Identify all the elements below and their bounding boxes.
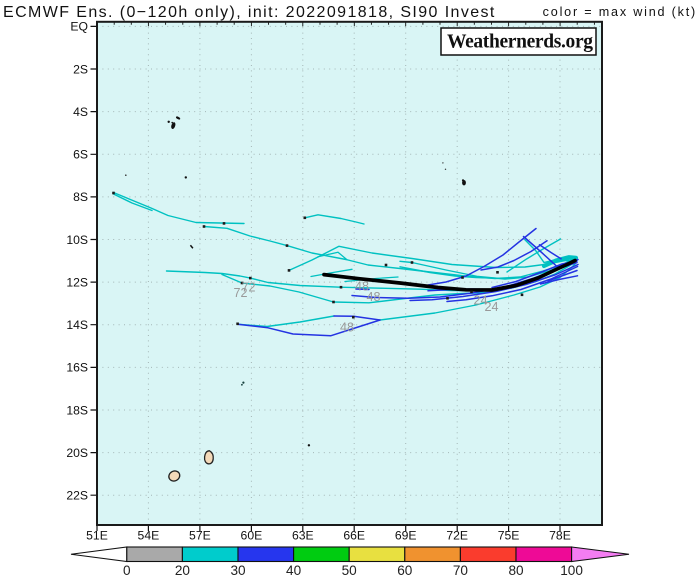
svg-text:48: 48 — [355, 280, 369, 294]
svg-text:14S: 14S — [66, 318, 88, 332]
svg-text:70: 70 — [453, 563, 469, 578]
svg-text:48: 48 — [340, 321, 354, 335]
svg-text:30: 30 — [230, 563, 246, 578]
svg-text:63E: 63E — [292, 529, 314, 543]
svg-text:Weathernerds.org: Weathernerds.org — [447, 32, 593, 53]
svg-text:20S: 20S — [66, 446, 88, 460]
svg-text:18S: 18S — [66, 403, 88, 417]
svg-text:16S: 16S — [66, 361, 88, 375]
svg-text:10S: 10S — [66, 233, 88, 247]
svg-text:72: 72 — [241, 281, 255, 295]
svg-text:78E: 78E — [549, 529, 571, 543]
svg-text:51E: 51E — [86, 529, 108, 543]
svg-text:57E: 57E — [189, 529, 211, 543]
svg-text:72: 72 — [233, 286, 247, 300]
svg-text:ECMWF Ens. (0−120h only), init: ECMWF Ens. (0−120h only), init: 20220918… — [3, 4, 496, 21]
svg-text:color = max wind (kt): color = max wind (kt) — [543, 5, 697, 19]
svg-text:8S: 8S — [73, 190, 88, 204]
svg-text:100: 100 — [560, 563, 583, 578]
svg-text:54E: 54E — [138, 529, 160, 543]
svg-text:2S: 2S — [73, 62, 88, 76]
svg-text:69E: 69E — [395, 529, 417, 543]
svg-text:80: 80 — [508, 563, 524, 578]
svg-text:48: 48 — [366, 290, 380, 304]
svg-text:20: 20 — [175, 563, 191, 578]
svg-text:75E: 75E — [498, 529, 520, 543]
svg-text:60E: 60E — [241, 529, 263, 543]
svg-text:22S: 22S — [66, 489, 88, 503]
svg-text:24: 24 — [484, 300, 498, 314]
svg-text:50: 50 — [342, 563, 358, 578]
svg-text:4S: 4S — [73, 105, 88, 119]
svg-text:66E: 66E — [343, 529, 365, 543]
svg-text:60: 60 — [397, 563, 413, 578]
svg-text:72E: 72E — [446, 529, 468, 543]
svg-text:24: 24 — [473, 294, 487, 308]
svg-text:EQ: EQ — [70, 20, 88, 34]
svg-text:6S: 6S — [73, 148, 88, 162]
svg-text:0: 0 — [123, 563, 131, 578]
svg-text:40: 40 — [286, 563, 302, 578]
svg-text:12S: 12S — [66, 275, 88, 289]
